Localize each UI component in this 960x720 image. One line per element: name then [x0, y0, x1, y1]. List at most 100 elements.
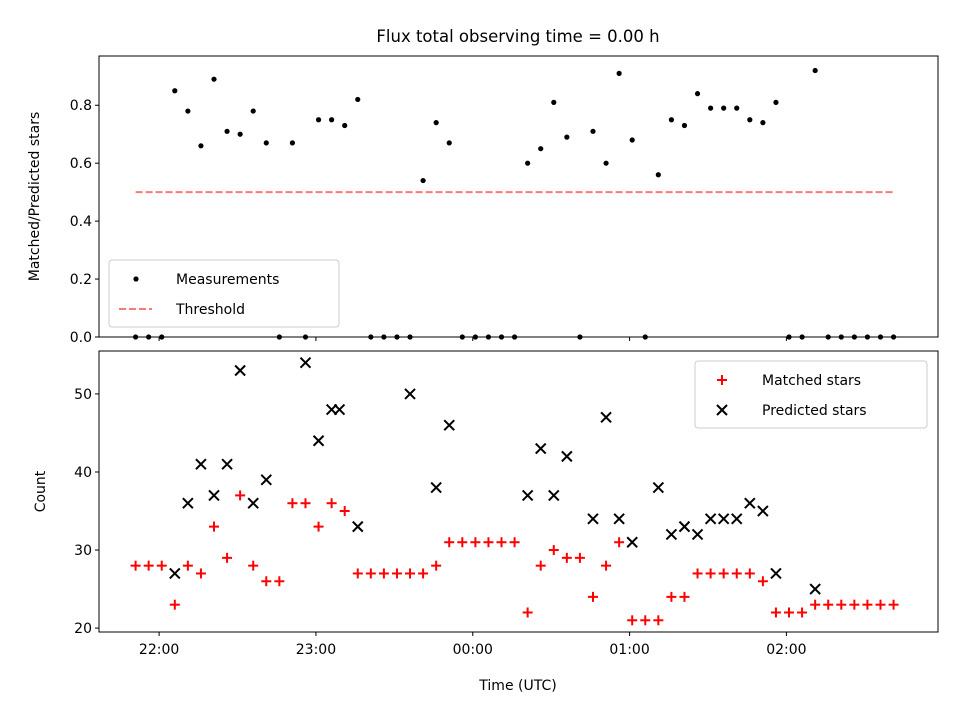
predicted-star-point	[744, 497, 756, 509]
matched-star-point	[418, 568, 429, 579]
predicted-star-point	[404, 388, 416, 400]
measurement-point	[812, 67, 818, 74]
matched-star-point	[522, 607, 533, 618]
predicted-star-point	[247, 497, 259, 509]
measurement-point	[629, 137, 635, 143]
matched-star-point	[823, 599, 834, 610]
measurement-point	[851, 334, 857, 340]
measurement-point	[289, 140, 296, 146]
measurement-point	[368, 334, 374, 340]
predicted-star-point	[652, 481, 665, 494]
predicted-star-point	[626, 536, 638, 548]
predicted-star-point	[535, 442, 547, 455]
measurement-point	[420, 177, 426, 184]
matched-star-point	[313, 521, 324, 532]
measurement-point	[250, 108, 256, 114]
measurement-point	[407, 334, 413, 340]
bottom-ytick-label: 30	[74, 543, 92, 559]
predicted-star-point	[561, 450, 573, 463]
legend-label: Matched stars	[762, 373, 861, 389]
matched-star-point	[797, 607, 808, 618]
top-ytick-label: 0.8	[70, 98, 92, 114]
measurement-point	[355, 96, 361, 103]
measurement-point	[224, 128, 230, 134]
matched-star-point	[195, 568, 206, 579]
measurement-point	[734, 105, 740, 111]
legend-measurement-swatch	[133, 276, 139, 282]
matched-star-point	[457, 537, 468, 548]
predicted-star-point	[333, 403, 346, 416]
predicted-star-point	[600, 411, 612, 424]
matched-star-point	[483, 537, 494, 548]
measurement-point	[890, 334, 897, 340]
predicted-star-point	[443, 419, 455, 431]
measurement-point	[760, 120, 766, 126]
top-panel: Matched/Predicted stars 0.0 0.2 0.4 0.6 0.8 M…	[27, 55, 939, 346]
top-legend-box	[108, 259, 340, 328]
bottom-legend: Matched stars Predicted stars	[694, 360, 928, 429]
matched-star-point	[248, 560, 259, 571]
matched-star-point	[548, 545, 559, 556]
top-legend: Measurements Threshold	[108, 259, 340, 328]
matched-star-point	[875, 599, 886, 610]
matched-star-point	[300, 498, 311, 509]
measurement-point	[172, 88, 178, 94]
predicted-star-point	[299, 357, 312, 369]
legend-label: Predicted stars	[762, 403, 867, 419]
matched-star-point	[561, 552, 572, 563]
matched-star-point	[731, 568, 742, 579]
series-predicted-stars	[169, 357, 821, 595]
matched-star-point	[587, 591, 598, 602]
measurement-point	[146, 334, 152, 340]
measurement-point	[564, 134, 570, 140]
measurement-point	[708, 105, 714, 111]
matched-star-point	[627, 615, 638, 626]
measurement-point	[237, 131, 243, 137]
matched-star-point	[444, 537, 455, 548]
matched-star-point	[574, 552, 585, 563]
predicted-star-point	[430, 481, 442, 494]
measurement-point	[185, 108, 191, 114]
top-ytick-label: 0.0	[70, 330, 92, 346]
measurement-point	[315, 117, 322, 123]
predicted-star-point	[352, 520, 364, 533]
measurement-point	[381, 334, 387, 340]
measurement-point	[498, 334, 505, 340]
measurement-point	[799, 334, 805, 340]
matched-star-point	[640, 615, 651, 626]
matched-star-point	[757, 576, 768, 587]
predicted-star-point	[691, 528, 704, 541]
measurement-point	[159, 334, 165, 340]
measurement-point	[681, 122, 688, 129]
measurement-point	[825, 334, 831, 340]
measurement-point	[694, 91, 701, 97]
measurement-point	[446, 140, 452, 146]
measurement-point	[603, 160, 609, 166]
predicted-star-point	[234, 364, 246, 377]
matched-star-point	[391, 568, 402, 579]
measurement-point	[342, 122, 348, 129]
measurement-point	[668, 117, 675, 123]
legend-matched-swatch	[717, 375, 727, 385]
matched-star-point	[169, 599, 180, 610]
measurement-point	[211, 76, 217, 82]
matched-star-point	[705, 568, 716, 579]
matched-star-point	[862, 599, 873, 610]
matched-star-point	[496, 537, 507, 548]
measurement-point	[472, 334, 478, 340]
top-ytick-label: 0.4	[70, 214, 92, 230]
bottom-axes-frame	[98, 350, 939, 633]
predicted-star-point	[809, 583, 821, 595]
predicted-star-point	[521, 489, 534, 502]
measurement-point	[590, 128, 596, 134]
matched-star-point	[431, 560, 442, 571]
predicted-star-point	[678, 520, 691, 533]
measurement-point	[433, 120, 439, 126]
bottom-xtick-label: 23:00	[296, 642, 336, 658]
predicted-star-point	[613, 513, 625, 525]
matched-star-point	[261, 576, 272, 587]
matched-star-point	[784, 607, 795, 618]
series-matched-stars	[130, 490, 899, 626]
matched-star-point	[405, 568, 416, 579]
matched-star-point	[679, 591, 690, 602]
